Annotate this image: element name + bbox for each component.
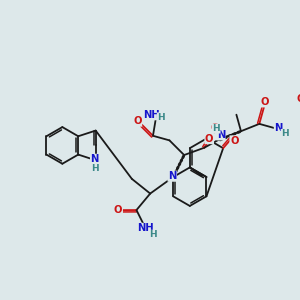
Text: H: H <box>281 130 289 139</box>
Text: H: H <box>91 164 99 173</box>
Text: O: O <box>296 94 300 104</box>
Text: NH: NH <box>143 110 159 120</box>
Text: H: H <box>158 113 165 122</box>
Text: N: N <box>91 154 99 164</box>
Text: N: N <box>274 122 283 133</box>
Text: N: N <box>168 171 176 181</box>
Text: N: N <box>217 130 225 140</box>
Text: O: O <box>210 122 219 133</box>
Text: O: O <box>114 205 122 215</box>
Text: O: O <box>133 116 142 126</box>
Text: NH: NH <box>137 224 154 233</box>
Text: H: H <box>149 230 157 239</box>
Text: O: O <box>261 97 269 107</box>
Text: O: O <box>205 134 214 143</box>
Text: H: H <box>212 124 220 133</box>
Text: O: O <box>230 136 238 146</box>
